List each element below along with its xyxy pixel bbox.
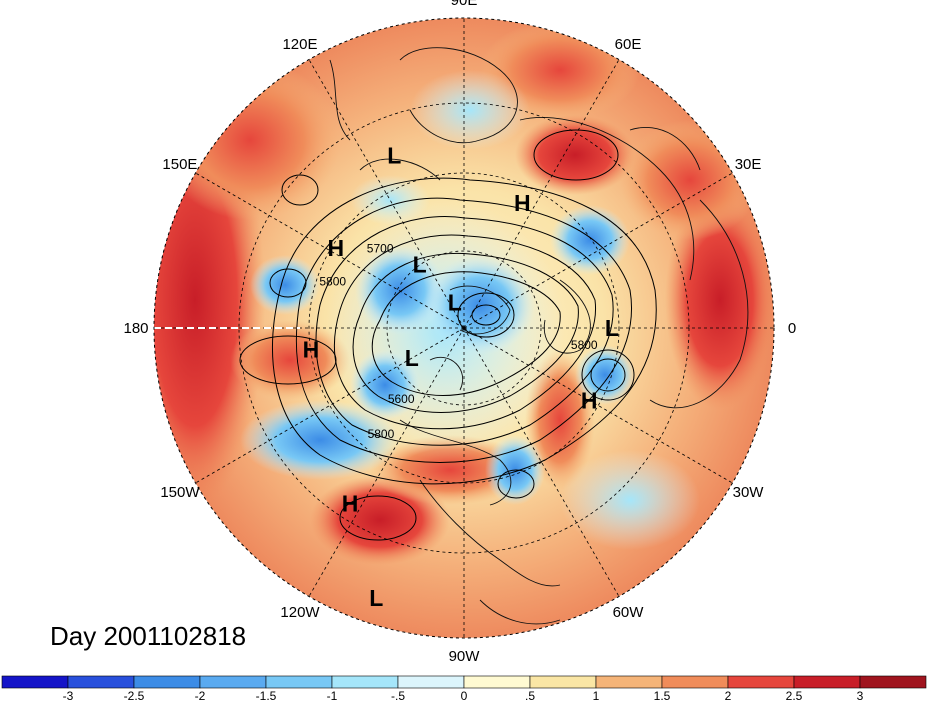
meridian-line [463, 327, 733, 484]
contour-label: 5600 [388, 392, 415, 406]
contour-label: 5800 [571, 338, 598, 352]
colorbar-tick-label: .5 [525, 689, 535, 702]
map-boundary [153, 17, 775, 639]
high-pressure-marker: H [327, 235, 344, 261]
colorbar-tick-label: 1.5 [654, 689, 671, 702]
meridian-line [463, 327, 620, 597]
colorbar: -3 -2.5 -2 -1.5 -1 -.5 0 .5 1 1.5 2 2.5 3 [1, 675, 927, 702]
colorbar-tick-label: -2 [195, 689, 206, 702]
colorbar-swatch [1, 675, 69, 689]
colorbar-swatch [133, 675, 201, 689]
colorbar-tick-label: 0 [461, 689, 468, 702]
colorbar-swatch [397, 675, 465, 689]
colorbar-swatch [265, 675, 333, 689]
colorbar-tick-label: -1 [327, 689, 338, 702]
colorbar-swatch [463, 675, 531, 689]
height-contours [239, 129, 657, 541]
longitude-label: 60E [615, 36, 642, 53]
colorbar-swatch [595, 675, 663, 689]
high-pressure-marker: H [514, 190, 531, 216]
low-pressure-marker: L [448, 290, 462, 316]
low-pressure-marker: L [405, 345, 419, 371]
high-pressure-marker: H [303, 337, 320, 363]
longitude-labels: 90E 60E 30E 0 30W 60W 90W 120W 150W 180 150E 120E [123, 0, 796, 665]
longitude-label: 180 [123, 320, 148, 337]
low-pressure-marker: L [387, 142, 401, 168]
longitude-label: 60W [613, 604, 645, 621]
longitude-label: 90W [449, 648, 481, 665]
graticule [154, 18, 774, 638]
colorbar-tick-label: -3 [63, 689, 74, 702]
colorbar-swatch [859, 675, 927, 689]
contour-label: 5800 [319, 274, 346, 288]
colorbar-tick-label: 3 [857, 689, 864, 702]
longitude-label: 30W [733, 484, 765, 501]
longitude-label: 30E [735, 156, 762, 173]
longitude-label: 90E [451, 0, 478, 9]
colorbar-tick-label: -.5 [391, 689, 405, 702]
contour-label: 5700 [367, 242, 394, 256]
longitude-label: 150E [162, 156, 197, 173]
colorbar-swatch [331, 675, 399, 689]
colorbar-swatch [661, 675, 729, 689]
meridian-line [463, 172, 733, 329]
meridian-line [308, 59, 465, 329]
high-pressure-marker: H [581, 387, 598, 413]
meridian-line [195, 172, 465, 329]
meridian-line [195, 327, 465, 484]
longitude-label: 120E [282, 36, 317, 53]
contour-label: 5800 [368, 427, 395, 441]
colorbar-tick-label: 1 [593, 689, 600, 702]
longitude-label: 0 [788, 320, 796, 337]
low-pressure-marker: L [413, 252, 427, 278]
colorbar-swatch [727, 675, 795, 689]
meridian-line [308, 327, 465, 597]
colorbar-tick-label: -1.5 [256, 689, 277, 702]
contour-labels: 5700 5800 5800 5600 5800 [319, 242, 598, 442]
colorbar-swatch [793, 675, 861, 689]
low-pressure-marker: L [369, 585, 383, 611]
high-pressure-marker: H [342, 490, 359, 516]
day-label: Day 2001102818 [50, 621, 246, 651]
coastlines [329, 47, 749, 625]
colorbar-swatch [67, 675, 135, 689]
low-pressure-marker: L [605, 315, 619, 341]
meridian-line [463, 59, 620, 329]
colorbar-tick-label: -2.5 [124, 689, 145, 702]
colorbar-tick-label: 2.5 [786, 689, 803, 702]
longitude-label: 120W [280, 604, 320, 621]
longitude-label: 150W [160, 484, 200, 501]
colorbar-swatch [199, 675, 267, 689]
colorbar-swatch [529, 675, 597, 689]
colorbar-tick-label: 2 [725, 689, 732, 702]
